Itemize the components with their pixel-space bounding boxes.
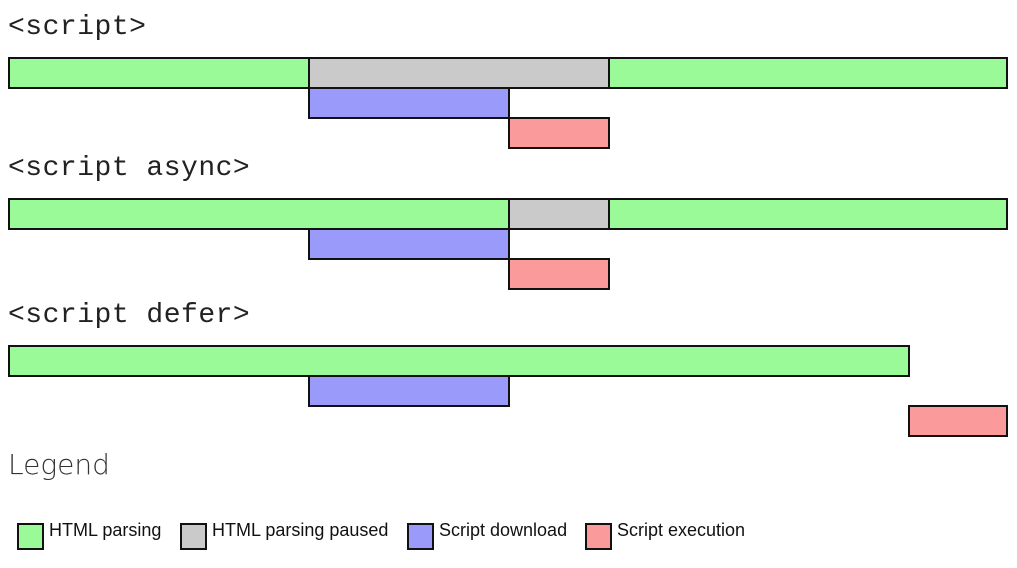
bar-script-download bbox=[308, 375, 510, 407]
bar-html-parsing-paused bbox=[308, 57, 610, 89]
legend-item-script-execution: Script execution bbox=[585, 520, 745, 550]
bar-html-parsing bbox=[8, 57, 310, 89]
swatch-html-parsing bbox=[17, 523, 44, 550]
swatch-html-parsing-paused bbox=[180, 523, 207, 550]
legend-item-script-download: Script download bbox=[407, 520, 567, 550]
section-title-script: <script> bbox=[8, 12, 147, 43]
bar-script-execution bbox=[908, 405, 1008, 437]
legend-title: Legend bbox=[8, 448, 110, 481]
bar-html-parsing bbox=[608, 57, 1008, 89]
bar-html-parsing bbox=[8, 198, 510, 230]
bar-script-download bbox=[308, 228, 510, 260]
bar-script-execution bbox=[508, 117, 610, 149]
legend-label: Script download bbox=[439, 520, 568, 540]
bar-html-parsing bbox=[8, 345, 910, 377]
bar-script-execution bbox=[508, 258, 610, 290]
legend-label: HTML parsing paused bbox=[212, 520, 389, 540]
swatch-script-execution bbox=[585, 523, 612, 550]
bar-html-parsing bbox=[608, 198, 1008, 230]
legend-item-html-parsing-paused: HTML parsing paused bbox=[180, 520, 388, 550]
legend-label: Script execution bbox=[617, 520, 746, 540]
section-title-script-defer: <script defer> bbox=[8, 300, 251, 331]
legend-label: HTML parsing bbox=[49, 520, 162, 540]
legend-item-html-parsing: HTML parsing bbox=[17, 520, 161, 550]
bar-html-parsing-paused bbox=[508, 198, 610, 230]
section-title-script-async: <script async> bbox=[8, 153, 251, 184]
bar-script-download bbox=[308, 87, 510, 119]
swatch-script-download bbox=[407, 523, 434, 550]
